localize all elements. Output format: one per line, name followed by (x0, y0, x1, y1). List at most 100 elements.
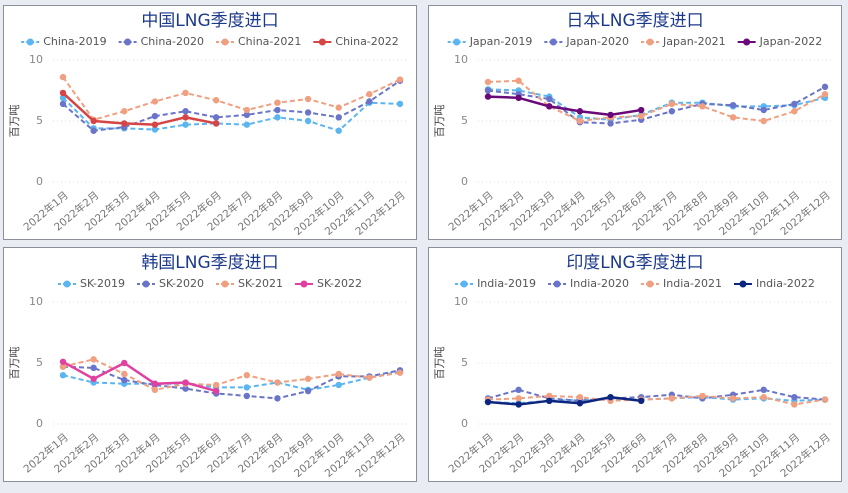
data-point (59, 100, 67, 108)
y-tick-label: 5 (36, 356, 43, 369)
y-tick-label: 10 (454, 53, 468, 66)
series-line (487, 85, 826, 125)
data-point (366, 374, 373, 381)
data-point (729, 101, 737, 109)
data-point (546, 397, 553, 405)
chart-title: 中国LNG季度进口 (141, 11, 278, 31)
y-tick-label: 0 (461, 417, 468, 430)
data-point (121, 359, 128, 367)
data-point (821, 90, 829, 98)
data-point (637, 397, 645, 405)
data-point (90, 356, 97, 363)
data-point (274, 114, 281, 121)
y-tick-label: 0 (36, 417, 43, 430)
data-point (760, 386, 767, 394)
data-point (760, 393, 767, 401)
data-point (182, 114, 189, 121)
data-point (760, 106, 767, 114)
data-point (729, 395, 737, 402)
data-point (90, 117, 97, 125)
data-point (212, 387, 220, 395)
data-point (212, 381, 220, 389)
data-point (182, 121, 189, 128)
legend-dot (26, 38, 34, 46)
y-tick-label: 5 (36, 114, 43, 127)
data-point (243, 111, 251, 119)
data-point (151, 98, 159, 105)
legend-dot (453, 38, 461, 46)
series-line (62, 79, 401, 132)
series-line (62, 365, 401, 400)
data-point (121, 108, 128, 115)
chart-panel: 中国LNG季度进口百万吨05102022年1月2022年2月2022年3月202… (3, 5, 417, 240)
data-point (335, 104, 342, 111)
legend: India-2019 India-2020 India-2021 India-2022 (455, 277, 815, 290)
data-point (515, 401, 522, 408)
legend-dot (63, 280, 71, 288)
data-point (484, 398, 492, 406)
legend-label: China-2022 (335, 35, 398, 48)
legend-dot (142, 280, 150, 288)
data-point (335, 127, 342, 134)
y-tick-label: 0 (36, 175, 43, 188)
data-point (243, 392, 251, 400)
data-point (821, 396, 829, 403)
data-point (59, 363, 67, 370)
data-point (576, 117, 584, 125)
data-point (576, 400, 584, 407)
data-point (515, 77, 522, 84)
chart-panel: 印度LNG季度进口百万吨05102022年1月2022年2月2022年3月202… (428, 247, 842, 482)
data-point (274, 106, 281, 114)
data-point (576, 108, 584, 115)
legend-label: Japan-2019 (469, 35, 533, 48)
chart-title: 印度LNG季度进口 (566, 253, 703, 273)
data-point (791, 401, 798, 408)
data-point (304, 109, 312, 116)
data-point (274, 395, 281, 402)
data-point (668, 100, 676, 108)
data-point (151, 126, 159, 133)
legend-dot (739, 280, 747, 288)
data-point (396, 369, 404, 376)
legend-dot (553, 280, 561, 288)
legend-dot (646, 280, 654, 288)
legend-dot (460, 280, 468, 288)
legend-dot (221, 38, 229, 46)
y-tick-label: 5 (461, 356, 468, 369)
data-point (59, 89, 67, 97)
legend-label: SK-2021 (238, 277, 283, 290)
data-point (366, 98, 373, 105)
data-point (515, 395, 522, 402)
data-point (304, 387, 312, 395)
data-point (668, 395, 676, 402)
chart-title: 韩国LNG季度进口 (141, 253, 278, 273)
data-point (243, 121, 251, 128)
legend-dot (318, 38, 326, 46)
data-point (243, 384, 251, 391)
data-point (274, 379, 281, 386)
legend: China-2019 China-2020 China-2021 China-2022 (21, 35, 399, 48)
data-point (546, 95, 553, 103)
series-line (62, 92, 217, 126)
series-line (487, 79, 826, 123)
data-point (791, 393, 798, 401)
data-point (335, 381, 342, 389)
chart-panel: 日本LNG季度进口百万吨05102022年1月2022年2月2022年3月202… (428, 5, 842, 240)
series-line (487, 394, 826, 406)
legend-dot (221, 280, 229, 288)
data-point (151, 112, 159, 120)
data-point (791, 100, 798, 108)
panel-bg (428, 5, 842, 240)
legend-label: SK-2020 (159, 277, 204, 290)
series-line (62, 370, 401, 391)
data-point (396, 100, 404, 108)
data-point (637, 106, 645, 114)
data-point (637, 112, 645, 120)
y-tick-label: 10 (454, 295, 468, 308)
data-point (576, 393, 584, 401)
data-point (699, 392, 706, 400)
data-point (182, 385, 189, 392)
data-point (366, 90, 373, 98)
data-point (59, 358, 67, 365)
